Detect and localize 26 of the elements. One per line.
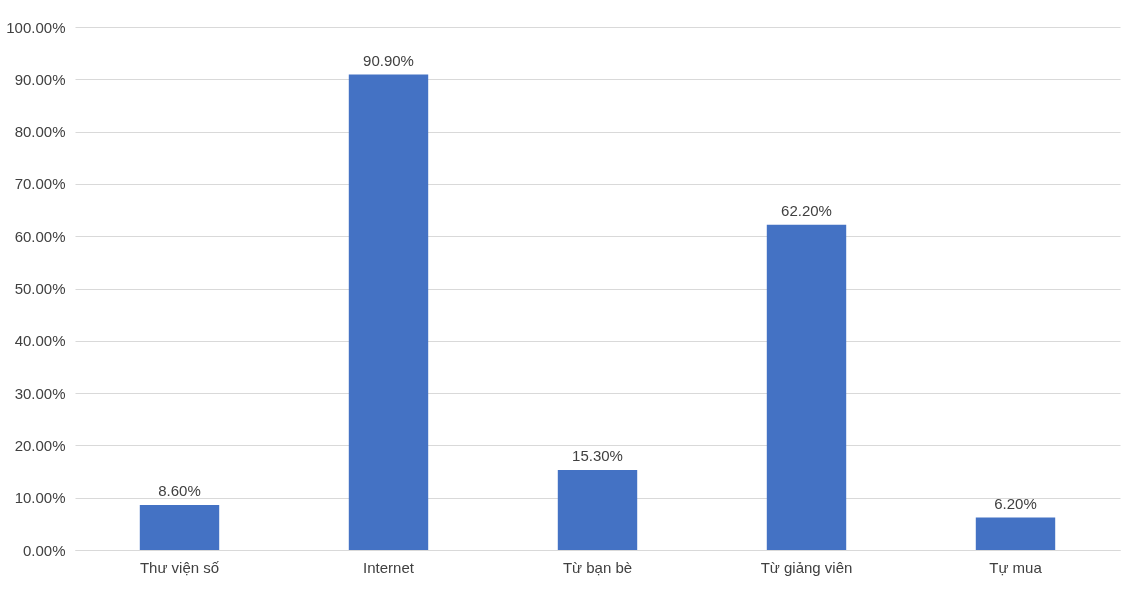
bar <box>557 469 638 550</box>
x-tick-label: Thư viện số <box>139 558 220 576</box>
y-tick-label: 90.00% <box>14 70 66 88</box>
x-tick-label: Từ giảng viên <box>760 558 853 576</box>
x-tick-label: Internet <box>363 558 415 576</box>
y-tick-label: 10.00% <box>14 489 66 507</box>
y-tick-label: 30.00% <box>14 384 66 402</box>
bar <box>766 224 847 550</box>
x-tick-label: Từ bạn bè <box>562 558 633 576</box>
bar <box>139 505 220 550</box>
data-label: 15.30% <box>572 446 623 464</box>
y-tick-label: 40.00% <box>14 332 66 350</box>
bar <box>975 517 1056 550</box>
x-tick-label: Tự mua <box>989 558 1043 576</box>
y-tick-label: 60.00% <box>14 227 66 245</box>
y-tick-label: 50.00% <box>14 280 66 297</box>
y-tick-label: 100.00% <box>6 18 66 36</box>
data-label: 62.20% <box>781 201 832 219</box>
data-label: 90.90% <box>363 51 414 69</box>
y-tick-label: 20.00% <box>14 436 66 454</box>
y-tick-label: 0.00% <box>22 541 66 559</box>
bar <box>348 74 429 550</box>
y-tick-label: 80.00% <box>14 123 66 141</box>
data-label: 6.20% <box>994 494 1037 512</box>
data-label: 8.60% <box>158 482 201 500</box>
y-tick-label: 70.00% <box>14 175 66 193</box>
